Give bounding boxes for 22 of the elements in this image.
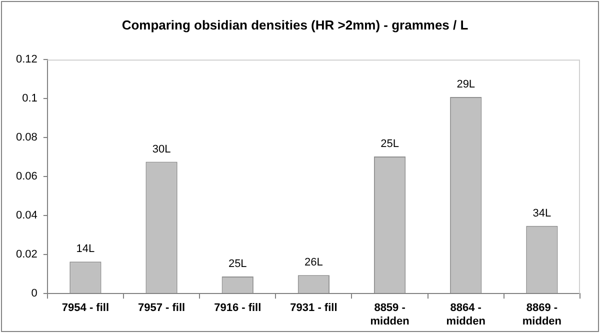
x-tick-label: 7931 - fill xyxy=(290,302,338,314)
y-tick-label: 0.12 xyxy=(16,54,38,66)
annotation: 30L xyxy=(152,143,171,156)
annotation: 26L xyxy=(304,256,323,269)
annotation: 25L xyxy=(228,258,247,270)
x-tick-label: 8869 - midden xyxy=(522,302,562,328)
x-tick-label: 7916 - fill xyxy=(214,302,262,314)
y-tick-label: 0.02 xyxy=(16,248,38,261)
chart-title: Comparing obsidian densities (HR >2mm) - grammes / L xyxy=(122,17,468,32)
y-tick-label: 0.08 xyxy=(16,132,38,144)
x-tick-label: 7957 - fill xyxy=(138,302,186,314)
y-tick-label: 0.1 xyxy=(22,92,38,105)
annotation: 29L xyxy=(456,78,476,91)
annotation: 25L xyxy=(380,138,399,150)
x-tick-label: 7954 - fill xyxy=(62,302,109,314)
y-tick-label: 0.04 xyxy=(16,210,38,222)
annotation: 14L xyxy=(76,243,95,256)
y-tick-label: 0.06 xyxy=(16,170,38,183)
y-tick-label: 0 xyxy=(31,288,38,300)
x-tick-label: 8864 - midden xyxy=(446,302,486,328)
annotation: 34L xyxy=(532,207,552,220)
x-tick-label: 8859 - midden xyxy=(370,302,410,328)
